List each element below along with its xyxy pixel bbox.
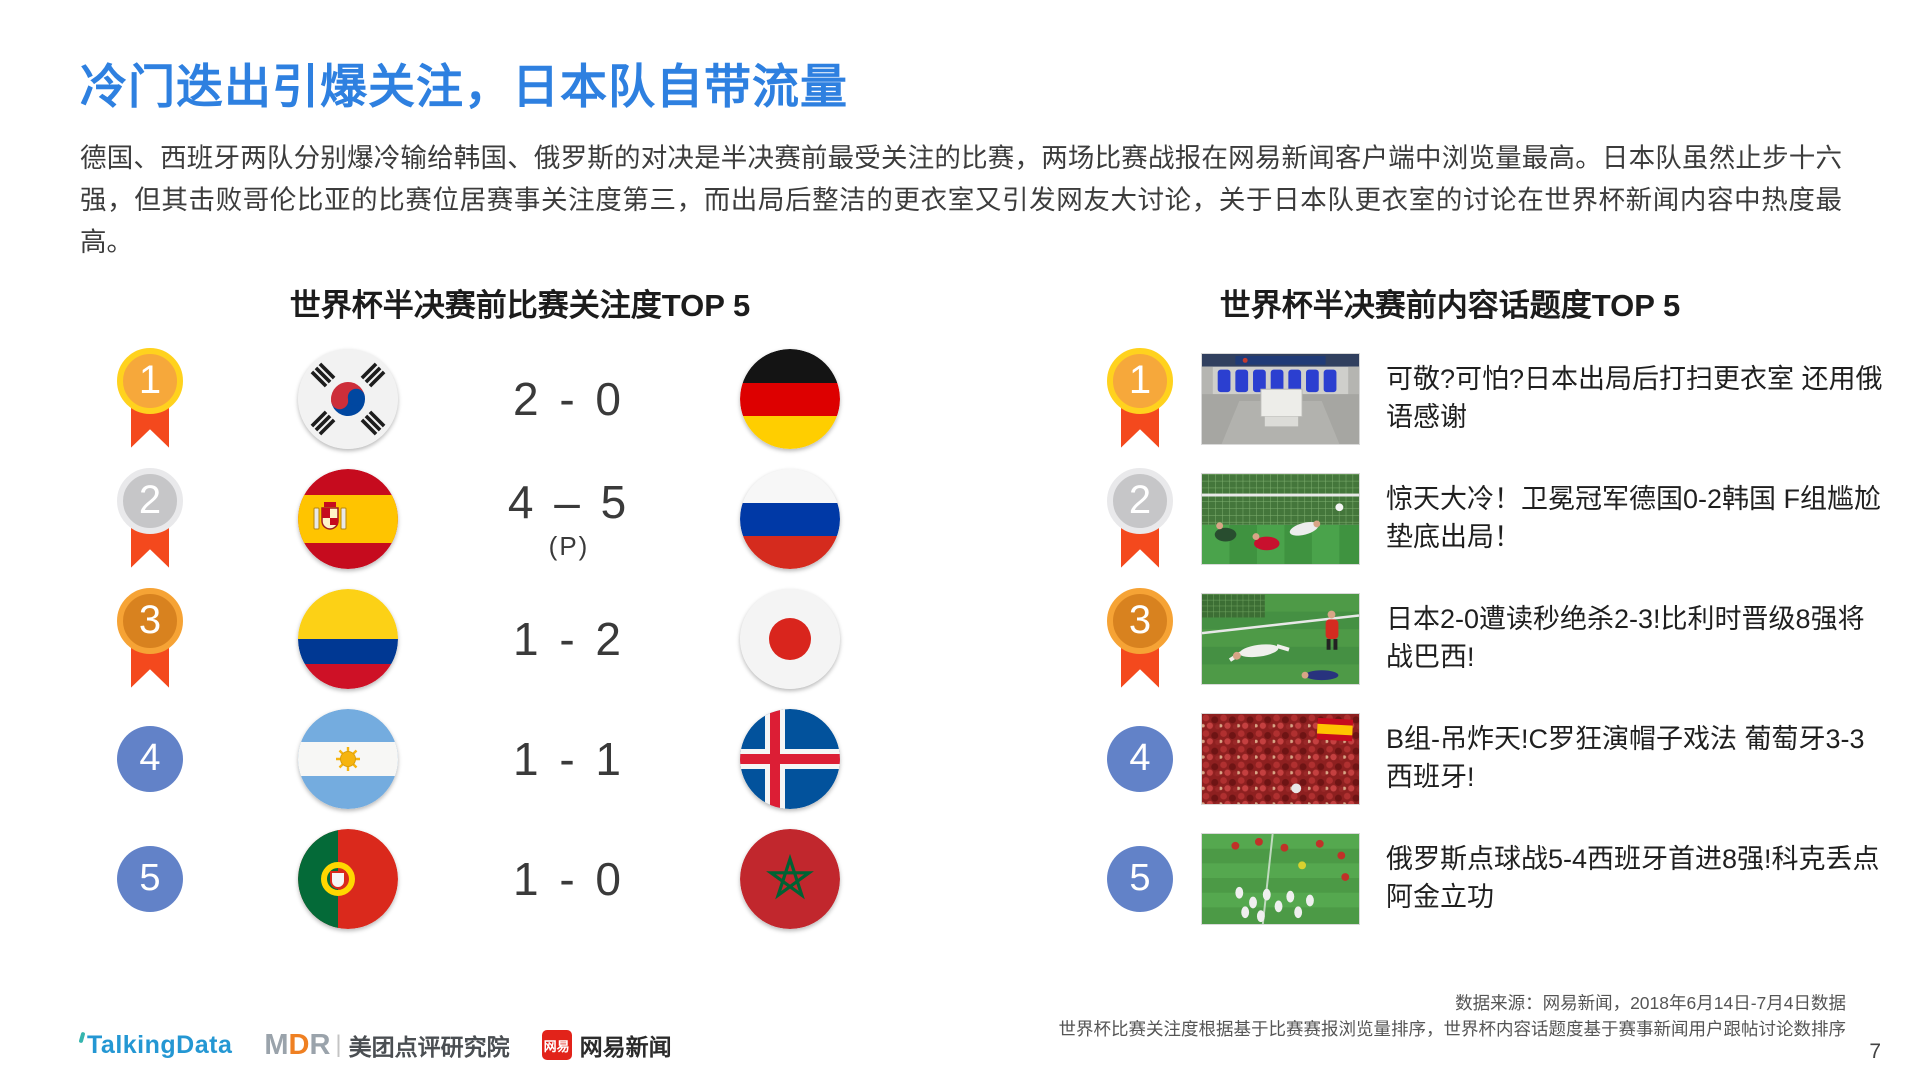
news-headline: 俄罗斯点球战5-4西班牙首进8强!科克丢点阿金立功	[1386, 843, 1880, 912]
topic-row-1: 1	[1105, 339, 1921, 459]
netease-news-logo: 网易 网易新闻	[541, 1028, 672, 1062]
portugal-flag-icon	[298, 828, 398, 929]
page-number: 7	[1869, 1040, 1881, 1063]
match-row-4: 4 1 - 1	[115, 699, 870, 819]
germany-korea-goal-photo	[1202, 473, 1359, 564]
mdr-letter-m: M	[264, 1028, 289, 1061]
intro-paragraph: 德国、西班牙两队分别爆冷输给韩国、俄罗斯的对决是半决赛前最受关注的比赛，两场比赛…	[80, 143, 1842, 257]
match-row-5: 5 1 - 0	[115, 819, 870, 939]
rank-1-gold-medal: 1	[1105, 347, 1175, 450]
match-row-2: 2 4 – 5 (P)	[115, 459, 870, 579]
meituan-dianping-research-logo: M D R | 美团点评研究院	[264, 1028, 509, 1062]
rank-2-silver-medal: 2	[115, 467, 185, 570]
rank-5-badge: 5	[1105, 845, 1175, 912]
rank-number: 2	[117, 467, 183, 534]
topic-row-3: 3	[1105, 579, 1921, 699]
rank-4-badge: 4	[115, 725, 185, 792]
topic-row-4: 4	[1105, 699, 1921, 819]
argentina-flag-icon	[298, 708, 398, 809]
rank-number: 5	[1107, 845, 1173, 912]
iceland-flag-icon	[740, 708, 840, 809]
topics-section: 世界杯半决赛前内容话题度TOP 5 1	[1020, 274, 1921, 939]
talkingdata-logo: TalkingData	[78, 1030, 233, 1060]
rank-number: 5	[117, 845, 183, 912]
score-text: 1 - 0	[512, 852, 626, 905]
germany-flag-icon	[740, 348, 840, 449]
rank-1-gold-medal: 1	[115, 347, 185, 450]
topic-row-2: 2	[1105, 459, 1921, 579]
news-headline: 可敬?可怕?日本出局后打扫更衣室 还用俄语感谢	[1386, 363, 1883, 432]
rank-number: 1	[1107, 347, 1173, 414]
mdr-logo-text: 美团点评研究院	[348, 1034, 510, 1060]
mdr-divider: |	[335, 1031, 342, 1058]
score-text: 1 - 2	[512, 612, 626, 665]
data-source-note: 数据来源：网易新闻，2018年6月14日-7月4日数据 世界杯比赛关注度根据基于…	[1059, 991, 1847, 1042]
score-note: (P)	[548, 531, 590, 562]
topic-row-5: 5	[1105, 819, 1921, 939]
news-headline: 日本2-0遭读秒绝杀2-3!比利时晋级8强将战巴西!	[1386, 603, 1865, 672]
russia-celebration-photo	[1202, 833, 1359, 924]
rank-number: 4	[1107, 725, 1173, 792]
rank-number: 2	[1107, 467, 1173, 534]
match-row-1: 1	[115, 339, 870, 459]
spain-flag-icon	[298, 468, 398, 569]
matches-section-title: 世界杯半决赛前比赛关注度TOP 5	[289, 287, 751, 323]
data-source-line1: 数据来源：网易新闻，2018年6月14日-7月4日数据	[1455, 993, 1846, 1014]
rank-number: 1	[117, 347, 183, 414]
rank-number: 4	[117, 725, 183, 792]
footer-logos: TalkingData M D R | 美团点评研究院 网易 网易新闻	[78, 1028, 672, 1062]
japan-belgium-pitch-photo	[1202, 593, 1359, 684]
rank-5-badge: 5	[115, 845, 185, 912]
rank-number: 3	[117, 587, 183, 654]
score-text: 2 - 0	[512, 372, 626, 425]
match-score: 1 - 2	[511, 612, 627, 666]
data-source-line2: 世界杯比赛关注度根据基于比赛赛报浏览量排序，世界杯内容话题度基于赛事新闻用户跟帖…	[1058, 1018, 1847, 1039]
talkingdata-tick-icon	[78, 1031, 86, 1043]
japan-locker-room-photo	[1202, 353, 1359, 444]
morocco-flag-icon	[740, 828, 840, 929]
match-score: 1 - 1	[511, 732, 627, 786]
match-score: 2 - 0	[511, 372, 627, 426]
rank-2-silver-medal: 2	[1105, 467, 1175, 570]
colombia-flag-icon	[298, 588, 398, 689]
russia-flag-icon	[740, 468, 840, 569]
page-title: 冷门迭出引爆关注，日本队自带流量	[80, 60, 848, 113]
rank-number: 3	[1107, 587, 1173, 654]
content-columns: 世界杯半决赛前比赛关注度TOP 5 1	[0, 274, 1921, 939]
match-row-3: 3 1 - 2	[115, 579, 870, 699]
netease-logo-text: 网易新闻	[579, 1034, 672, 1060]
mdr-letter-d: D	[288, 1028, 310, 1061]
score-text: 4 – 5	[507, 476, 631, 529]
talkingdata-logo-text: TalkingData	[87, 1030, 233, 1059]
rank-4-badge: 4	[1105, 725, 1175, 792]
score-text: 1 - 1	[512, 732, 626, 785]
matches-section: 世界杯半决赛前比赛关注度TOP 5 1	[0, 274, 870, 939]
rank-3-bronze-medal: 3	[115, 587, 185, 690]
south-korea-flag-icon	[298, 348, 398, 449]
rank-3-bronze-medal: 3	[1105, 587, 1175, 690]
portugal-spain-fans-photo	[1202, 713, 1359, 804]
match-score: 1 - 0	[511, 852, 627, 906]
netease-badge-icon: 网易	[541, 1030, 572, 1060]
match-score: 4 – 5 (P)	[507, 475, 631, 562]
news-headline: B组-吊炸天!C罗狂演帽子戏法 葡萄牙3-3西班牙!	[1386, 723, 1865, 792]
japan-flag-icon	[740, 588, 840, 689]
news-headline: 惊天大冷！卫冕冠军德国0-2韩国 F组尴尬垫底出局！	[1386, 483, 1882, 552]
topics-section-title: 世界杯半决赛前内容话题度TOP 5	[1219, 287, 1681, 323]
mdr-letter-r: R	[309, 1028, 331, 1061]
